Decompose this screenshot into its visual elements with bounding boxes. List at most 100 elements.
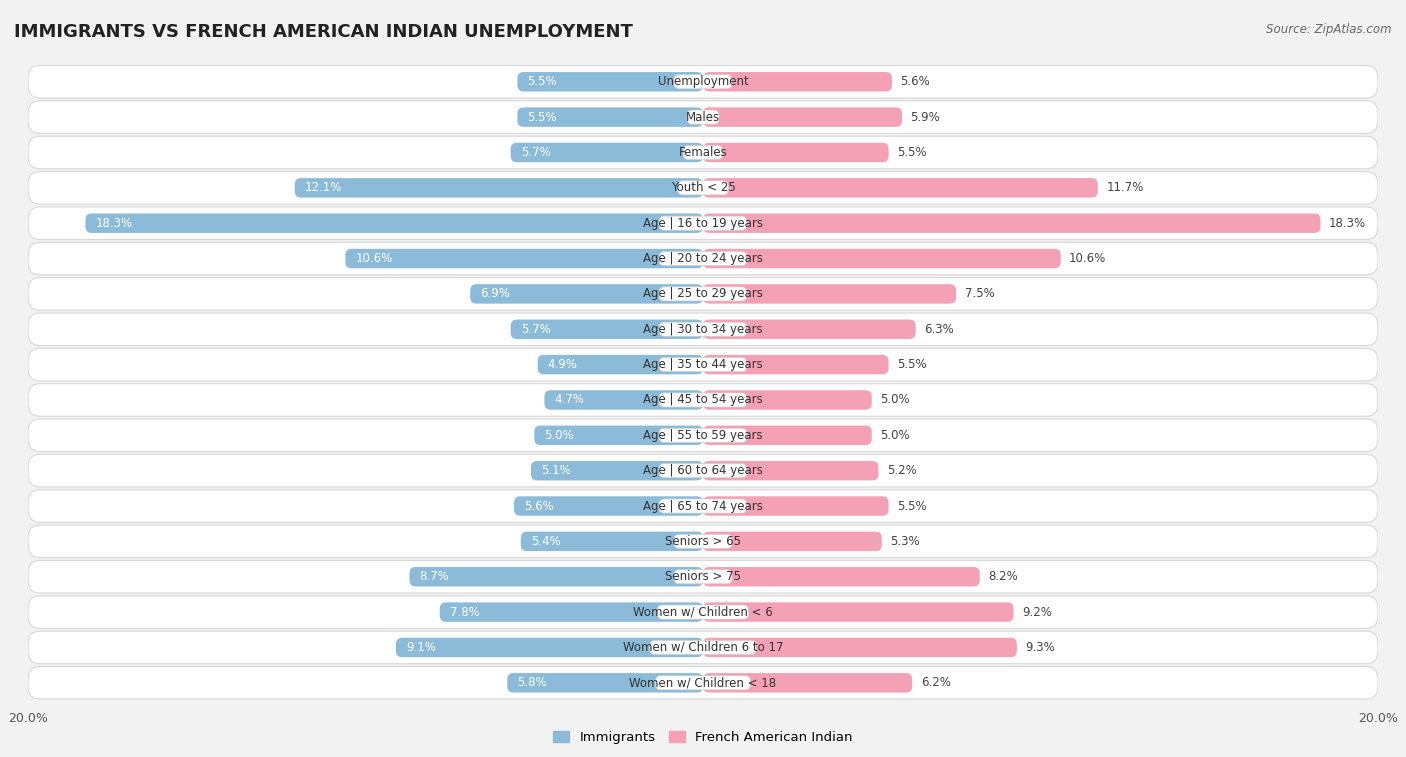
FancyBboxPatch shape <box>470 284 703 304</box>
FancyBboxPatch shape <box>703 249 1060 268</box>
Text: 5.8%: 5.8% <box>517 676 547 690</box>
Text: 5.0%: 5.0% <box>880 394 910 407</box>
FancyBboxPatch shape <box>703 673 912 693</box>
FancyBboxPatch shape <box>28 454 1378 487</box>
FancyBboxPatch shape <box>703 284 956 304</box>
Text: 10.6%: 10.6% <box>1069 252 1107 265</box>
FancyBboxPatch shape <box>659 251 747 266</box>
FancyBboxPatch shape <box>673 534 733 549</box>
Text: 18.3%: 18.3% <box>1329 217 1367 229</box>
FancyBboxPatch shape <box>510 319 703 339</box>
FancyBboxPatch shape <box>28 560 1378 593</box>
Text: 6.9%: 6.9% <box>481 288 510 301</box>
FancyBboxPatch shape <box>703 213 1320 233</box>
FancyBboxPatch shape <box>508 673 703 693</box>
Text: Age | 16 to 19 years: Age | 16 to 19 years <box>643 217 763 229</box>
Text: 6.3%: 6.3% <box>924 322 953 336</box>
FancyBboxPatch shape <box>659 322 747 336</box>
Text: 5.0%: 5.0% <box>880 428 910 442</box>
FancyBboxPatch shape <box>703 531 882 551</box>
Text: 5.5%: 5.5% <box>897 500 927 512</box>
FancyBboxPatch shape <box>28 419 1378 452</box>
FancyBboxPatch shape <box>346 249 703 268</box>
FancyBboxPatch shape <box>28 278 1378 310</box>
Text: Females: Females <box>679 146 727 159</box>
Text: 10.6%: 10.6% <box>356 252 392 265</box>
Text: 9.1%: 9.1% <box>406 641 436 654</box>
FancyBboxPatch shape <box>440 603 703 621</box>
FancyBboxPatch shape <box>659 287 747 301</box>
FancyBboxPatch shape <box>409 567 703 587</box>
FancyBboxPatch shape <box>659 393 747 407</box>
FancyBboxPatch shape <box>28 313 1378 345</box>
FancyBboxPatch shape <box>28 384 1378 416</box>
FancyBboxPatch shape <box>703 567 980 587</box>
FancyBboxPatch shape <box>28 490 1378 522</box>
Text: 8.2%: 8.2% <box>988 570 1018 583</box>
FancyBboxPatch shape <box>28 666 1378 699</box>
FancyBboxPatch shape <box>678 181 728 195</box>
Text: 9.2%: 9.2% <box>1022 606 1052 618</box>
FancyBboxPatch shape <box>28 631 1378 664</box>
FancyBboxPatch shape <box>703 461 879 481</box>
FancyBboxPatch shape <box>703 355 889 374</box>
Legend: Immigrants, French American Indian: Immigrants, French American Indian <box>548 725 858 749</box>
FancyBboxPatch shape <box>28 525 1378 558</box>
FancyBboxPatch shape <box>683 145 723 160</box>
FancyBboxPatch shape <box>28 596 1378 628</box>
Text: Women w/ Children < 6: Women w/ Children < 6 <box>633 606 773 618</box>
FancyBboxPatch shape <box>703 637 1017 657</box>
Text: Source: ZipAtlas.com: Source: ZipAtlas.com <box>1267 23 1392 36</box>
Text: 7.8%: 7.8% <box>450 606 479 618</box>
Text: Age | 55 to 59 years: Age | 55 to 59 years <box>643 428 763 442</box>
Text: 7.5%: 7.5% <box>965 288 994 301</box>
FancyBboxPatch shape <box>28 242 1378 275</box>
FancyBboxPatch shape <box>703 497 889 516</box>
Text: 18.3%: 18.3% <box>96 217 132 229</box>
Text: 5.2%: 5.2% <box>887 464 917 477</box>
FancyBboxPatch shape <box>517 72 703 92</box>
FancyBboxPatch shape <box>703 425 872 445</box>
Text: 5.6%: 5.6% <box>524 500 554 512</box>
FancyBboxPatch shape <box>703 391 872 410</box>
Text: 4.9%: 4.9% <box>548 358 578 371</box>
FancyBboxPatch shape <box>703 143 889 162</box>
FancyBboxPatch shape <box>531 461 703 481</box>
FancyBboxPatch shape <box>659 463 747 478</box>
Text: 5.3%: 5.3% <box>890 535 920 548</box>
FancyBboxPatch shape <box>703 319 915 339</box>
FancyBboxPatch shape <box>659 357 747 372</box>
Text: IMMIGRANTS VS FRENCH AMERICAN INDIAN UNEMPLOYMENT: IMMIGRANTS VS FRENCH AMERICAN INDIAN UNE… <box>14 23 633 41</box>
FancyBboxPatch shape <box>28 101 1378 133</box>
Text: 9.3%: 9.3% <box>1025 641 1054 654</box>
FancyBboxPatch shape <box>28 348 1378 381</box>
Text: Age | 35 to 44 years: Age | 35 to 44 years <box>643 358 763 371</box>
FancyBboxPatch shape <box>659 428 747 442</box>
FancyBboxPatch shape <box>659 499 747 513</box>
Text: Unemployment: Unemployment <box>658 75 748 89</box>
FancyBboxPatch shape <box>86 213 703 233</box>
FancyBboxPatch shape <box>703 107 903 127</box>
FancyBboxPatch shape <box>650 640 756 655</box>
FancyBboxPatch shape <box>28 172 1378 204</box>
FancyBboxPatch shape <box>673 570 733 584</box>
FancyBboxPatch shape <box>688 110 718 124</box>
Text: Women w/ Children < 18: Women w/ Children < 18 <box>630 676 776 690</box>
Text: 5.4%: 5.4% <box>531 535 561 548</box>
Text: Age | 60 to 64 years: Age | 60 to 64 years <box>643 464 763 477</box>
FancyBboxPatch shape <box>295 178 703 198</box>
FancyBboxPatch shape <box>515 497 703 516</box>
FancyBboxPatch shape <box>703 178 1098 198</box>
FancyBboxPatch shape <box>537 355 703 374</box>
Text: 11.7%: 11.7% <box>1107 182 1143 195</box>
FancyBboxPatch shape <box>657 605 749 619</box>
FancyBboxPatch shape <box>544 391 703 410</box>
FancyBboxPatch shape <box>517 107 703 127</box>
Text: 12.1%: 12.1% <box>305 182 342 195</box>
Text: 6.2%: 6.2% <box>921 676 950 690</box>
FancyBboxPatch shape <box>703 603 1014 621</box>
Text: Age | 30 to 34 years: Age | 30 to 34 years <box>643 322 763 336</box>
Text: 4.7%: 4.7% <box>554 394 585 407</box>
Text: Women w/ Children 6 to 17: Women w/ Children 6 to 17 <box>623 641 783 654</box>
Text: Age | 45 to 54 years: Age | 45 to 54 years <box>643 394 763 407</box>
